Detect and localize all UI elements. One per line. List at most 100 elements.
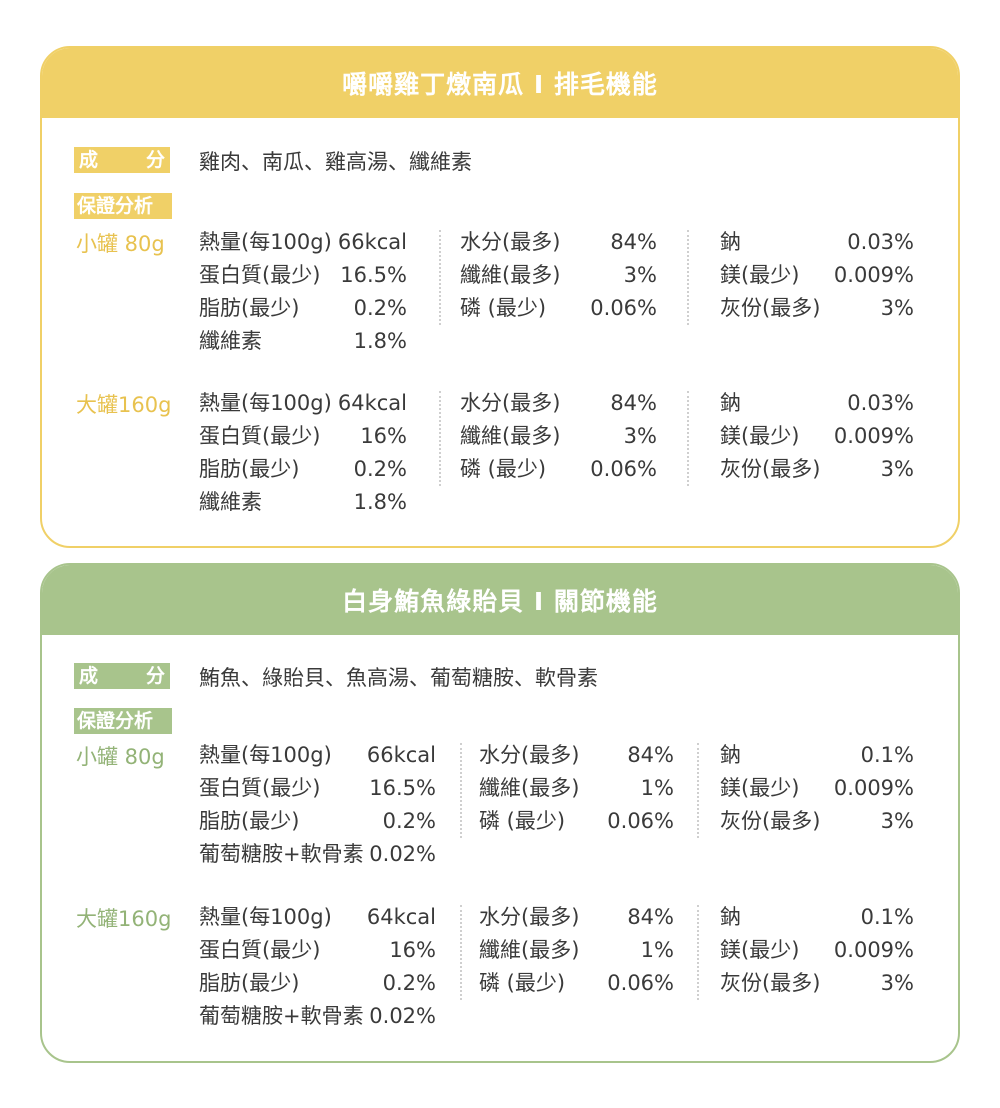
ingredients-text: 鮪魚、綠貽貝、魚高湯、葡萄糖胺、軟骨素 bbox=[199, 666, 598, 690]
can-size-label: 大罐160g bbox=[76, 907, 172, 931]
nutrient-value: 66kcal bbox=[337, 230, 407, 254]
nutrient-label: 熱量(每100g) bbox=[199, 230, 332, 254]
nutrient-label: 蛋白質(最少) bbox=[199, 424, 321, 448]
nutrient-label: 纖維(最多) bbox=[479, 938, 580, 962]
nutrient-label: 水分(最多) bbox=[479, 743, 580, 767]
nutrient-label: 鈉 bbox=[720, 230, 741, 254]
nutrient-label: 熱量(每100g) bbox=[199, 905, 332, 929]
ingredients-badge: 成 分 bbox=[74, 147, 170, 173]
nutrient-label: 蛋白質(最少) bbox=[199, 938, 321, 962]
column-divider bbox=[439, 230, 441, 325]
nutrient-label: 灰份(最多) bbox=[720, 457, 821, 481]
nutrient-value: 84% bbox=[627, 743, 674, 767]
column-divider bbox=[460, 905, 462, 1000]
nutrient-label: 蛋白質(最少) bbox=[199, 263, 321, 287]
nutrient-value: 0.1% bbox=[860, 743, 914, 767]
nutrient-label: 熱量(每100g) bbox=[199, 391, 332, 415]
nutrient-value: 1% bbox=[640, 938, 674, 962]
nutrient-value: 0.1% bbox=[860, 905, 914, 929]
nutrient-label: 纖維(最多) bbox=[460, 424, 561, 448]
nutrient-value: 0.02% bbox=[369, 842, 436, 866]
nutrient-label: 鈉 bbox=[720, 905, 741, 929]
nutrient-value: 16% bbox=[389, 938, 436, 962]
column-divider bbox=[687, 230, 689, 325]
nutrient-value: 0.06% bbox=[590, 296, 657, 320]
column-divider bbox=[697, 743, 699, 838]
analysis-badge: 保證分析 bbox=[74, 193, 172, 219]
nutrient-label: 鈉 bbox=[720, 391, 741, 415]
nutrient-value: 84% bbox=[610, 391, 657, 415]
column-divider bbox=[439, 391, 441, 486]
nutrient-label: 磷 (最少) bbox=[479, 971, 566, 995]
nutrient-value: 0.03% bbox=[847, 230, 914, 254]
column-divider bbox=[697, 905, 699, 1000]
nutrient-value: 0.02% bbox=[369, 1004, 436, 1028]
nutrient-value: 0.2% bbox=[353, 457, 407, 481]
nutrient-value: 3% bbox=[880, 971, 914, 995]
nutrient-label: 鈉 bbox=[720, 743, 741, 767]
nutrient-value: 64kcal bbox=[366, 905, 436, 929]
nutrient-value: 16% bbox=[360, 424, 407, 448]
nutrient-value: 0.06% bbox=[590, 457, 657, 481]
nutrient-label: 鎂(最少) bbox=[720, 938, 800, 962]
nutrient-value: 1.8% bbox=[353, 490, 407, 514]
nutrient-label: 灰份(最多) bbox=[720, 971, 821, 995]
nutrient-value: 3% bbox=[880, 457, 914, 481]
can-size-label: 小罐 80g bbox=[76, 745, 165, 769]
column-divider bbox=[460, 743, 462, 838]
nutrient-value: 1% bbox=[640, 776, 674, 800]
can-size-label: 大罐160g bbox=[76, 393, 172, 417]
nutrient-value: 0.03% bbox=[847, 391, 914, 415]
nutrient-value: 16.5% bbox=[340, 263, 407, 287]
nutrient-value: 64kcal bbox=[337, 391, 407, 415]
nutrient-label: 脂肪(最少) bbox=[199, 809, 300, 833]
nutrient-value: 3% bbox=[623, 263, 657, 287]
nutrient-value: 0.2% bbox=[382, 809, 436, 833]
nutrient-label: 熱量(每100g) bbox=[199, 743, 332, 767]
nutrient-label: 灰份(最多) bbox=[720, 809, 821, 833]
nutrient-label: 葡萄糖胺+軟骨素 bbox=[199, 1004, 364, 1028]
nutrient-value: 0.06% bbox=[607, 971, 674, 995]
product-card-pumpkin: 嚼嚼雞丁燉南瓜 I 排毛機能 成 分 雞肉、南瓜、雞高湯、纖維素 保證分析 小罐… bbox=[40, 46, 960, 548]
nutrient-value: 84% bbox=[627, 905, 674, 929]
column-divider bbox=[687, 391, 689, 486]
nutrient-value: 0.2% bbox=[353, 296, 407, 320]
nutrient-value: 1.8% bbox=[353, 329, 407, 353]
nutrient-label: 纖維(最多) bbox=[479, 776, 580, 800]
nutrient-label: 纖維素 bbox=[199, 329, 262, 353]
nutrient-label: 灰份(最多) bbox=[720, 296, 821, 320]
nutrient-value: 0.009% bbox=[833, 938, 914, 962]
card-title: 嚼嚼雞丁燉南瓜 I 排毛機能 bbox=[42, 48, 958, 118]
nutrient-value: 0.009% bbox=[833, 424, 914, 448]
nutrient-label: 磷 (最少) bbox=[460, 296, 547, 320]
nutrient-label: 脂肪(最少) bbox=[199, 971, 300, 995]
nutrient-label: 水分(最多) bbox=[479, 905, 580, 929]
nutrient-value: 3% bbox=[623, 424, 657, 448]
nutrient-value: 66kcal bbox=[366, 743, 436, 767]
nutrient-label: 鎂(最少) bbox=[720, 424, 800, 448]
nutrient-label: 鎂(最少) bbox=[720, 776, 800, 800]
nutrient-label: 鎂(最少) bbox=[720, 263, 800, 287]
nutrient-label: 葡萄糖胺+軟骨素 bbox=[199, 842, 364, 866]
nutrient-value: 84% bbox=[610, 230, 657, 254]
nutrient-value: 16.5% bbox=[369, 776, 436, 800]
nutrient-label: 纖維(最多) bbox=[460, 263, 561, 287]
nutrient-label: 水分(最多) bbox=[460, 391, 561, 415]
nutrient-label: 磷 (最少) bbox=[479, 809, 566, 833]
nutrient-value: 0.009% bbox=[833, 776, 914, 800]
nutrient-label: 脂肪(最少) bbox=[199, 457, 300, 481]
ingredients-badge: 成 分 bbox=[74, 663, 170, 689]
card-title: 白身鮪魚綠貽貝 I 關節機能 bbox=[42, 565, 958, 635]
ingredients-text: 雞肉、南瓜、雞高湯、纖維素 bbox=[199, 150, 472, 174]
analysis-badge: 保證分析 bbox=[74, 708, 172, 734]
nutrient-label: 纖維素 bbox=[199, 490, 262, 514]
nutrient-value: 0.009% bbox=[833, 263, 914, 287]
can-size-label: 小罐 80g bbox=[76, 232, 165, 256]
nutrient-value: 0.2% bbox=[382, 971, 436, 995]
nutrient-value: 3% bbox=[880, 296, 914, 320]
product-card-tuna: 白身鮪魚綠貽貝 I 關節機能 成 分 鮪魚、綠貽貝、魚高湯、葡萄糖胺、軟骨素 保… bbox=[40, 563, 960, 1063]
nutrient-label: 磷 (最少) bbox=[460, 457, 547, 481]
nutrient-value: 0.06% bbox=[607, 809, 674, 833]
nutrient-value: 3% bbox=[880, 809, 914, 833]
nutrient-label: 脂肪(最少) bbox=[199, 296, 300, 320]
